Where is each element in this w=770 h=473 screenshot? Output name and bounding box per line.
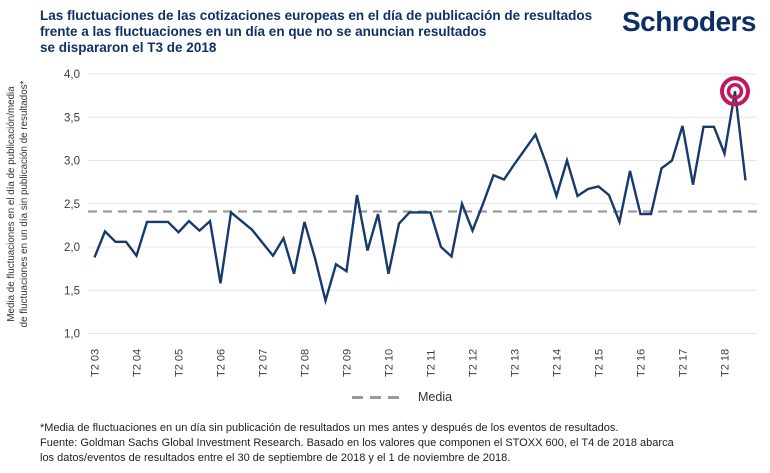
y-tick-label: 4,0 — [64, 69, 80, 81]
x-tick-label: T2 18 — [720, 349, 732, 377]
legend-label-media: Media — [418, 390, 453, 404]
x-tick-label: T2 10 — [384, 349, 396, 377]
x-tick-label: T2 16 — [636, 349, 648, 377]
x-tick-label: T2 06 — [216, 349, 228, 377]
line-chart: 4,0 3,5 3,0 2,5 2,0 1,5 1,0 Media de fluctuacio… — [6, 69, 757, 377]
chart-footnote: *Media de fluctuaciones en un día sin pu… — [40, 421, 750, 466]
footnote-line1: *Media de fluctuaciones en un día sin pu… — [40, 422, 619, 434]
chart-title-line2: frente a las fluctuaciones en un día en … — [40, 24, 487, 39]
y-tick-label: 3,5 — [64, 112, 80, 124]
highlight-ring-inner — [726, 83, 744, 100]
chart-title: Las fluctuaciones de las cotizaciones eu… — [40, 8, 600, 56]
y-axis-label-line: Media de fluctuaciones en el día de publ… — [6, 86, 17, 322]
y-tick-label: 3,0 — [64, 156, 80, 168]
x-tick-label: T2 13 — [510, 349, 522, 377]
media-dashed-line-swatch — [352, 395, 404, 399]
chart-title-line3: se dispararon el T3 de 2018 — [40, 40, 217, 55]
x-tick-label: T2 12 — [468, 349, 480, 377]
x-tick-label: T2 11 — [426, 350, 438, 377]
chart-title-line1: Las fluctuaciones de las cotizaciones eu… — [40, 8, 593, 23]
x-tick-label: T2 05 — [174, 349, 186, 377]
x-tick-label: T2 03 — [90, 349, 102, 377]
y-tick-label: 2,5 — [64, 199, 80, 211]
chart-legend: Media — [352, 390, 452, 404]
y-tick-label: 1,5 — [64, 285, 80, 297]
x-tick-label: T2 15 — [594, 349, 606, 377]
x-tick-label: T2 08 — [300, 349, 312, 377]
y-axis-label-line: de fluctuaciones en un día sin publicaci… — [19, 80, 30, 327]
x-tick-label: T2 14 — [552, 349, 564, 377]
x-tick-label: T2 07 — [258, 349, 270, 377]
x-tick-label: T2 17 — [678, 349, 690, 377]
footnote-line3: los datos/eventos de resultados entre el… — [40, 452, 511, 464]
y-tick-label: 1,0 — [64, 329, 80, 341]
schroders-logo: Schroders — [622, 6, 757, 37]
y-tick-label: 2,0 — [64, 242, 80, 254]
highlight-ring-outer — [720, 76, 750, 107]
x-tick-label: T2 04 — [132, 349, 144, 377]
data-line — [93, 91, 747, 306]
x-tick-label: T2 09 — [342, 349, 354, 377]
footnote-line2: Fuente: Goldman Sachs Global Investment … — [40, 437, 674, 449]
